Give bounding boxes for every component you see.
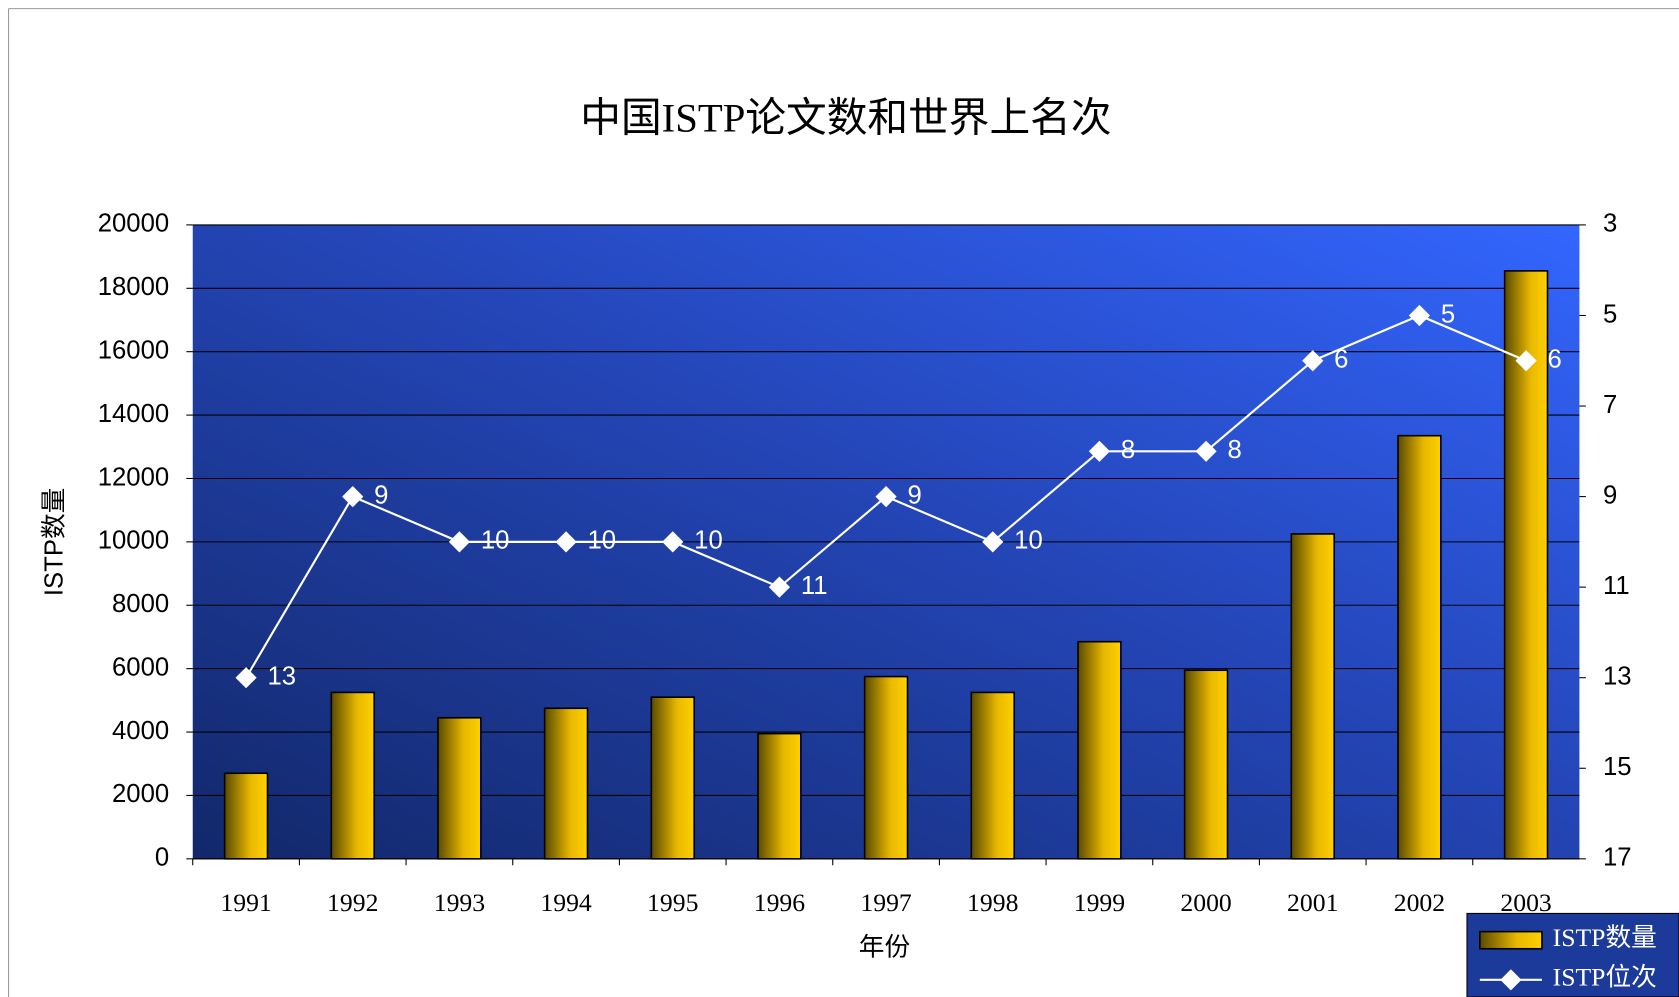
x-tick-label: 2003 [1500,888,1551,917]
bar [1290,533,1335,860]
data-label: 13 [267,662,296,690]
bar [330,691,375,860]
y-tick-label: 14000 [98,400,169,428]
x-tick-label: 2000 [1180,888,1231,917]
bar [1183,669,1229,860]
bar [1077,640,1122,860]
y2-tick-label: 5 [1603,300,1617,328]
y2-tick-label: 11 [1603,572,1630,600]
x-axis-label: 年份 [859,933,910,962]
x-tick-label: 1999 [1074,888,1125,917]
x-tick-label: 1994 [540,888,592,917]
bar [437,716,482,860]
y2-tick-label: 3 [1603,210,1617,238]
data-label: 8 [1121,436,1135,464]
marker [982,531,1004,553]
legend-label: ISTP位次 [1553,963,1657,992]
data-label: 6 [1547,346,1561,374]
x-tick-label: 1991 [220,888,271,917]
y2-tick-label: 15 [1603,753,1632,781]
y-tick-label: 18000 [98,273,169,301]
marker [342,485,364,508]
marker [875,485,897,508]
marker [662,531,684,553]
data-label: 9 [374,481,388,509]
legend-swatch [1479,930,1543,950]
marker [448,531,471,553]
bar [1397,434,1442,860]
y2-tick-label: 7 [1603,391,1617,419]
legend-label: ISTP数量 [1553,923,1657,952]
y2-tick-label: 13 [1603,662,1632,690]
x-tick-label: 1993 [434,888,485,917]
data-label: 8 [1227,436,1241,464]
y-tick-label: 0 [155,844,169,872]
legend-box [1466,912,1679,997]
bar [650,696,695,860]
data-label: 6 [1334,346,1348,374]
chart-title: 中国ISTP论文数和世界上名次 [580,95,1111,140]
x-tick-label: 1997 [860,888,912,917]
bar [543,707,589,860]
marker [555,531,577,553]
marker [768,576,791,598]
data-label: 11 [801,572,828,600]
data-label: 10 [587,527,616,555]
bar [223,772,269,860]
y-tick-label: 12000 [98,463,169,491]
marker [1302,350,1324,372]
data-label: 10 [1014,527,1043,555]
x-tick-label: 1998 [967,888,1018,917]
x-tick-label: 2001 [1287,888,1338,917]
data-label: 5 [1441,300,1455,328]
x-tick-label: 2002 [1394,888,1445,917]
x-tick-label: 1996 [754,888,806,917]
bar [863,675,909,860]
marker [1408,304,1431,327]
y-tick-label: 8000 [112,590,169,618]
y-tick-label: 4000 [112,717,169,745]
y-tick-label: 20000 [98,210,169,238]
x-tick-label: 1992 [327,888,378,917]
x-tick-label: 1995 [647,888,698,917]
bar [1503,270,1549,860]
y2-tick-label: 9 [1603,481,1617,509]
bar [970,691,1015,860]
data-label: 10 [481,527,510,555]
data-label: 9 [907,481,921,509]
y-tick-label: 10000 [98,527,169,555]
data-label: 10 [694,527,723,555]
y-tick-label: 6000 [112,653,169,681]
y2-tick-label: 17 [1603,844,1632,872]
y-axis-label: ISTP数量 [39,488,68,596]
bar [757,732,802,860]
y-tick-label: 16000 [98,336,169,364]
y-tick-label: 2000 [112,780,169,808]
